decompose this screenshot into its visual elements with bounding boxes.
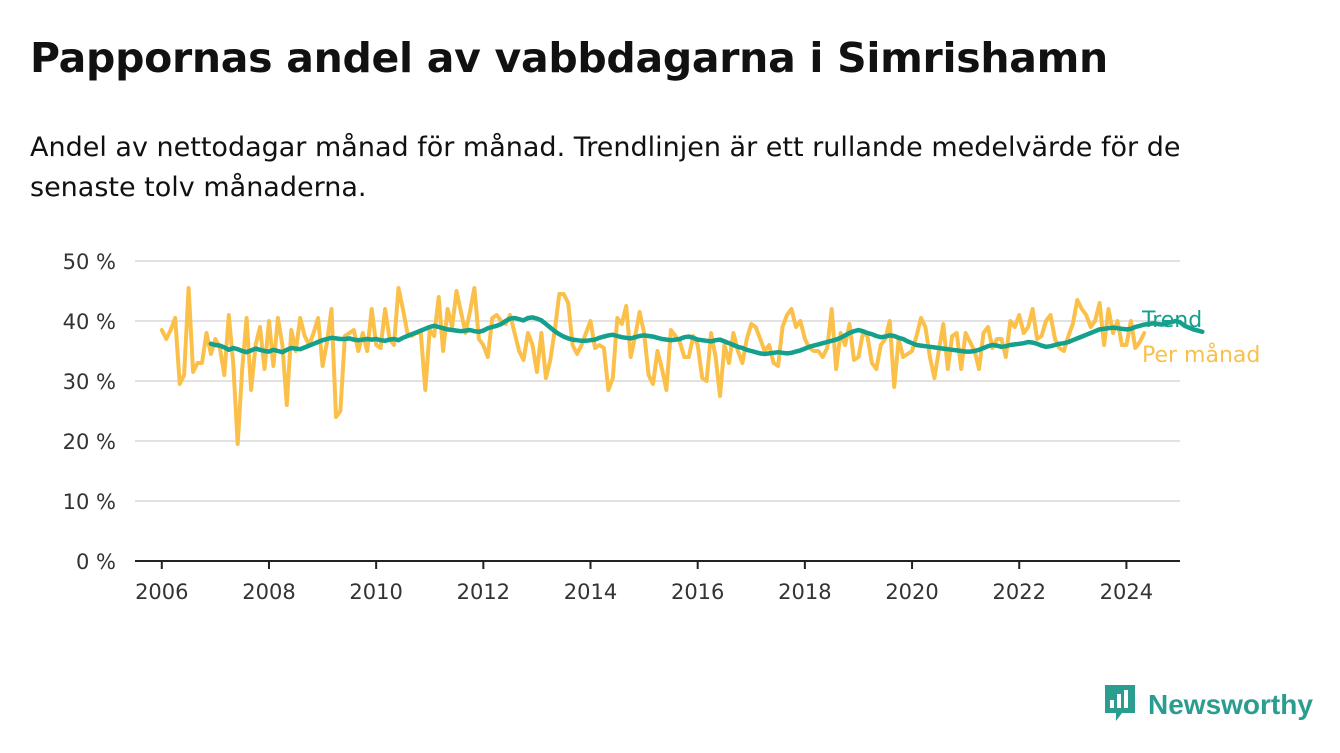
monthly-series-label: Per månad bbox=[1142, 342, 1260, 368]
x-tick-label: 2012 bbox=[457, 580, 510, 604]
x-tick-label: 2016 bbox=[671, 580, 724, 604]
x-tick-label: 2006 bbox=[135, 580, 188, 604]
x-tick-label: 2022 bbox=[993, 580, 1046, 604]
chart-title: Pappornas andel av vabbdagarna i Simrish… bbox=[30, 34, 1108, 82]
x-tick-label: 2010 bbox=[349, 580, 402, 604]
trend-series-line bbox=[208, 315, 1205, 357]
newsworthy-chart-bubble-icon bbox=[1102, 682, 1138, 728]
x-tick-label: 2024 bbox=[1100, 580, 1153, 604]
gridlines bbox=[135, 260, 1180, 502]
y-tick-label: 20 % bbox=[63, 430, 116, 454]
monthly-series-line bbox=[159, 286, 1147, 446]
brand-name: Newsworthy bbox=[1148, 689, 1313, 720]
series-lines bbox=[159, 286, 1205, 446]
axes: 0 % 10 % 20 % 30 % 40 % 50 % 2006 2008 2010 2012 2… bbox=[63, 250, 1180, 604]
y-tick-label: 50 % bbox=[63, 250, 116, 274]
x-tick-label: 2020 bbox=[885, 580, 938, 604]
y-tick-label: 40 % bbox=[63, 310, 116, 334]
y-tick-label: 0 % bbox=[76, 550, 116, 574]
x-tick-label: 2008 bbox=[242, 580, 295, 604]
x-tick-label: 2014 bbox=[564, 580, 617, 604]
y-tick-label: 10 % bbox=[63, 490, 116, 514]
chart-subtitle: Andel av nettodagar månad för månad. Tre… bbox=[30, 132, 1181, 203]
series-labels: Trend Per månad bbox=[1141, 308, 1260, 368]
trend-series-label: Trend bbox=[1141, 308, 1202, 333]
x-tick-label: 2018 bbox=[778, 580, 831, 604]
y-tick-label: 30 % bbox=[63, 370, 116, 394]
newsworthy-logo: Newsworthy bbox=[1102, 682, 1313, 728]
